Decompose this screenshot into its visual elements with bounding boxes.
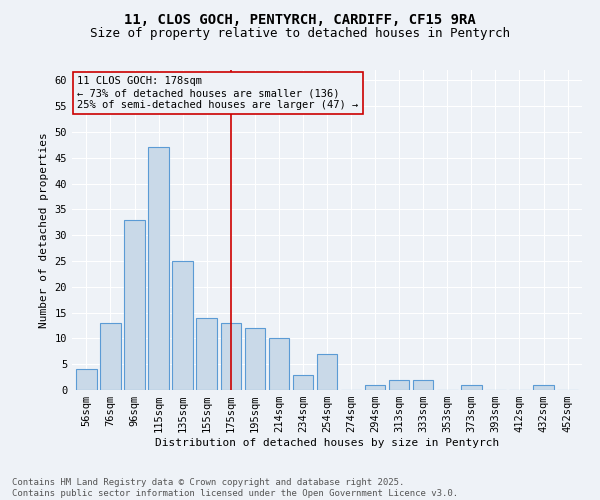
Bar — [365, 385, 385, 390]
Bar — [389, 380, 409, 390]
Bar — [461, 385, 482, 390]
Text: 11, CLOS GOCH, PENTYRCH, CARDIFF, CF15 9RA: 11, CLOS GOCH, PENTYRCH, CARDIFF, CF15 9… — [124, 12, 476, 26]
Text: 11 CLOS GOCH: 178sqm
← 73% of detached houses are smaller (136)
25% of semi-deta: 11 CLOS GOCH: 178sqm ← 73% of detached h… — [77, 76, 358, 110]
Bar — [148, 148, 169, 390]
Bar — [533, 385, 554, 390]
Bar — [317, 354, 337, 390]
Text: Contains HM Land Registry data © Crown copyright and database right 2025.
Contai: Contains HM Land Registry data © Crown c… — [12, 478, 458, 498]
Bar — [172, 261, 193, 390]
Bar — [124, 220, 145, 390]
Bar — [413, 380, 433, 390]
Text: Size of property relative to detached houses in Pentyrch: Size of property relative to detached ho… — [90, 28, 510, 40]
Bar — [269, 338, 289, 390]
Bar — [100, 323, 121, 390]
Bar — [76, 370, 97, 390]
Y-axis label: Number of detached properties: Number of detached properties — [39, 132, 49, 328]
X-axis label: Distribution of detached houses by size in Pentyrch: Distribution of detached houses by size … — [155, 438, 499, 448]
Bar — [221, 323, 241, 390]
Bar — [293, 374, 313, 390]
Bar — [245, 328, 265, 390]
Bar — [196, 318, 217, 390]
